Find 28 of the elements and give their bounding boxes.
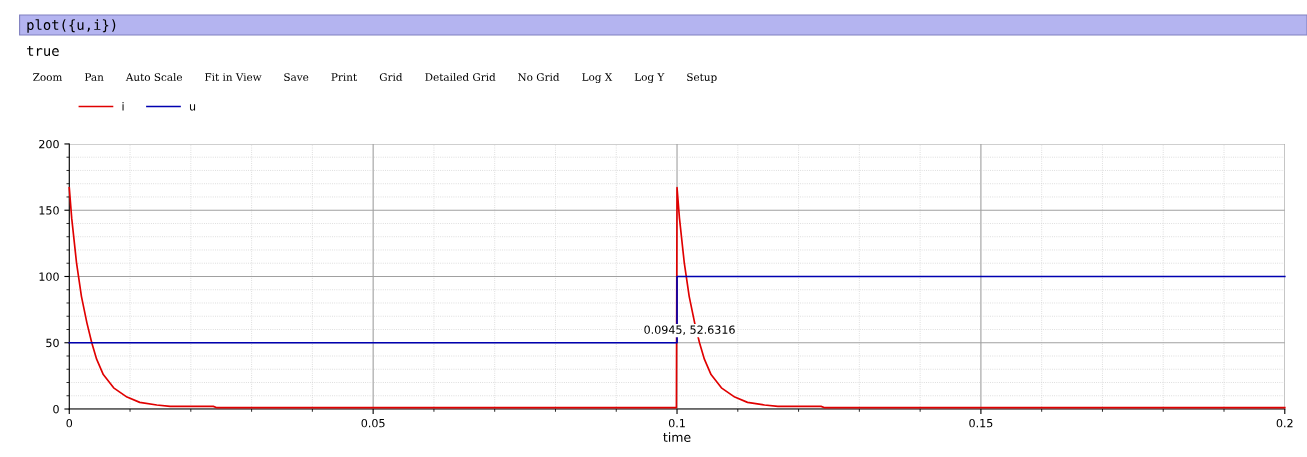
text: Log Y: [634, 73, 665, 84]
x-axis-title: time: [663, 432, 691, 442]
annotation: 0.0945, 52.6316: [644, 325, 735, 335]
y-tick-label: 100: [39, 272, 59, 281]
text: Save: [284, 73, 309, 82]
text: Print: [331, 73, 358, 82]
text: Pan: [84, 73, 104, 82]
y-tick-label: 200: [39, 139, 59, 149]
text: Grid: [379, 72, 403, 82]
y-tick-label: 50: [46, 338, 59, 348]
x-tick-label: 0.2: [1276, 418, 1293, 428]
text: Zoom: [33, 73, 63, 82]
legend-label: i: [122, 102, 124, 111]
y-tick-label: 0: [53, 404, 59, 414]
text: Detailed Grid: [425, 72, 496, 82]
x-tick-label: 0.1: [668, 418, 685, 428]
text: No Grid: [518, 72, 560, 82]
text: Fit in View: [205, 73, 262, 82]
text: true: [27, 46, 59, 57]
text: Log X: [582, 73, 613, 84]
x-tick-label: 0.05: [361, 418, 385, 428]
legend-label: u: [189, 104, 196, 111]
text: Setup: [687, 73, 717, 84]
x-tick-label: 0.15: [969, 418, 993, 428]
text: plot({u,i}): [27, 19, 116, 33]
text: Auto Scale: [125, 72, 183, 82]
y-tick-label: 150: [39, 206, 59, 215]
x-tick-label: 0: [66, 418, 73, 428]
